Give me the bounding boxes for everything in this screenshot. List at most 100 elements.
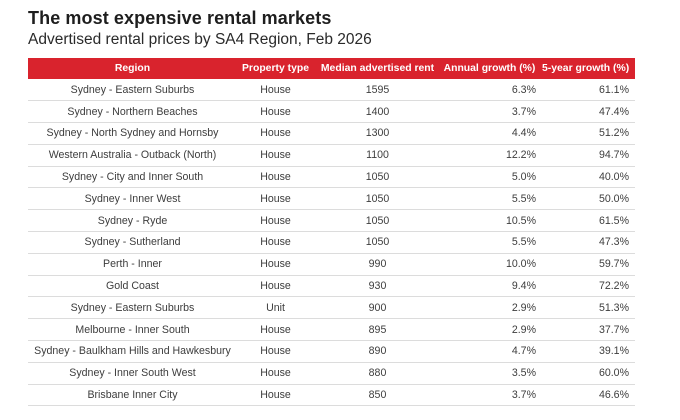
five-year-growth-cell: 94.7% xyxy=(540,144,635,167)
table-row: Perth - Inner House 990 10.0% 59.7% xyxy=(28,253,635,276)
region-cell: Sydney - Baulkham Hills and Hawkesbury xyxy=(28,340,237,363)
median-rent-cell: 880 xyxy=(314,362,441,385)
region-cell: Sydney - Inner West xyxy=(28,187,237,211)
five-year-growth-cell: 47.3% xyxy=(540,231,635,254)
table-row: Sydney - Inner South West House 880 3.5% 60.… xyxy=(28,362,635,385)
median-rent-cell: 1050 xyxy=(314,209,441,233)
five-year-growth-cell: 61.1% xyxy=(540,79,635,102)
five-year-growth-cell: 50.0% xyxy=(540,187,635,211)
annual-growth-cell: 12.2% xyxy=(441,144,540,167)
annual-growth-cell: 5.5% xyxy=(441,187,540,211)
annual-growth-cell: 10.5% xyxy=(441,209,540,233)
region-cell: Melbourne - Inner South xyxy=(28,318,237,342)
table-header: Region Property type Median advertised r… xyxy=(28,58,635,79)
region-cell: Sydney - City and Inner South xyxy=(28,166,237,189)
annual-growth-cell: 2.9% xyxy=(441,296,540,320)
median-rent-cell: 1050 xyxy=(314,166,441,189)
table-row: Sydney - City and Inner South House 1050 5.… xyxy=(28,166,635,189)
five-year-growth-cell: 46.6% xyxy=(540,384,635,407)
annual-growth-cell: 3.7% xyxy=(441,100,540,124)
median-rent-cell: 1595 xyxy=(314,79,441,102)
annual-growth-cell: 10.0% xyxy=(441,253,540,276)
page-subtitle: Advertised rental prices by SA4 Region, … xyxy=(28,31,372,48)
five-year-growth-cell: 40.0% xyxy=(540,166,635,189)
five-year-growth-cell: 60.0% xyxy=(540,362,635,385)
property-type-cell: House xyxy=(237,122,314,145)
five-year-growth-cell: 47.4% xyxy=(540,100,635,124)
region-cell: Sydney - Northern Beaches xyxy=(28,100,237,124)
page-title: The most expensive rental markets xyxy=(28,8,332,28)
annual-growth-cell: 6.3% xyxy=(441,79,540,102)
five-year-growth-cell: 39.1% xyxy=(540,340,635,363)
median-rent-cell: 890 xyxy=(314,340,441,363)
annual-growth-cell: 4.7% xyxy=(441,340,540,363)
property-type-cell: House xyxy=(237,318,314,342)
property-type-cell: House xyxy=(237,144,314,167)
table-row: Sydney - Sutherland House 1050 5.5% 47.3% xyxy=(28,231,635,254)
median-rent-cell: 930 xyxy=(314,275,441,298)
region-cell: Perth - Inner xyxy=(28,253,237,276)
five-year-growth-cell: 51.2% xyxy=(540,122,635,145)
annual-growth-cell: 4.4% xyxy=(441,122,540,145)
annual-growth-cell: 3.5% xyxy=(441,362,540,385)
property-type-cell: House xyxy=(237,253,314,276)
five-year-growth-cell: 61.5% xyxy=(540,209,635,233)
five-year-growth-cell: 72.2% xyxy=(540,275,635,298)
table-row: Sydney - Baulkham Hills and Hawkesbury Ho… xyxy=(28,340,635,363)
median-rent-cell: 1400 xyxy=(314,100,441,124)
property-type-cell: House xyxy=(237,187,314,211)
table-row: Sydney - Eastern Suburbs House 1595 6.3% 61.… xyxy=(28,79,635,102)
column-header-property-type: Property type xyxy=(242,63,309,74)
table-row: Sydney - Inner West House 1050 5.5% 50.0% xyxy=(28,187,635,211)
median-rent-cell: 1050 xyxy=(314,187,441,211)
five-year-growth-cell: 37.7% xyxy=(540,318,635,342)
property-type-cell: Unit xyxy=(237,296,314,320)
median-rent-cell: 990 xyxy=(314,253,441,276)
property-type-cell: House xyxy=(237,100,314,124)
table-row: Sydney - Eastern Suburbs Unit 900 2.9% 51.3% xyxy=(28,296,635,320)
table-row: Sydney - Northern Beaches House 1400 3.7% 47… xyxy=(28,100,635,124)
annual-growth-cell: 2.9% xyxy=(441,318,540,342)
region-cell: Gold Coast xyxy=(28,275,237,298)
region-cell: Sydney - North Sydney and Hornsby xyxy=(28,122,237,145)
table-row: Sydney - Ryde House 1050 10.5% 61.5% xyxy=(28,209,635,233)
table-body: Sydney - Eastern Suburbs House 1595 6.3% 61.… xyxy=(28,79,635,407)
region-cell: Western Australia - Outback (North) xyxy=(28,144,237,167)
median-rent-cell: 1050 xyxy=(314,231,441,254)
median-rent-cell: 1300 xyxy=(314,122,441,145)
annual-growth-cell: 5.0% xyxy=(441,166,540,189)
table-row: Western Australia - Outback (North) House… xyxy=(28,144,635,167)
region-cell: Sydney - Ryde xyxy=(28,209,237,233)
table-row: Sydney - North Sydney and Hornsby House 13… xyxy=(28,122,635,145)
annual-growth-cell: 3.7% xyxy=(441,384,540,407)
annual-growth-cell: 5.5% xyxy=(441,231,540,254)
rental-markets-table: Region Property type Median advertised r… xyxy=(28,58,635,407)
column-header-five-year-growth: 5-year growth (%) xyxy=(542,63,630,74)
column-header-region: Region xyxy=(114,63,151,74)
median-rent-cell: 895 xyxy=(314,318,441,342)
five-year-growth-cell: 59.7% xyxy=(540,253,635,276)
property-type-cell: House xyxy=(237,231,314,254)
property-type-cell: House xyxy=(237,166,314,189)
region-cell: Sydney - Eastern Suburbs xyxy=(28,296,237,320)
median-rent-cell: 900 xyxy=(314,296,441,320)
region-cell: Brisbane Inner City xyxy=(28,384,237,407)
region-cell: Sydney - Inner South West xyxy=(28,362,237,385)
region-cell: Sydney - Eastern Suburbs xyxy=(28,79,237,102)
property-type-cell: House xyxy=(237,340,314,363)
property-type-cell: House xyxy=(237,384,314,407)
property-type-cell: House xyxy=(237,275,314,298)
table-row: Melbourne - Inner South House 895 2.9% 37.7% xyxy=(28,318,635,342)
column-header-median-rent: Median advertised rent xyxy=(320,63,435,74)
region-cell: Sydney - Sutherland xyxy=(28,231,237,254)
median-rent-cell: 850 xyxy=(314,384,441,407)
column-header-annual-growth: Annual growth (%) xyxy=(443,63,536,74)
median-rent-cell: 1100 xyxy=(314,144,441,167)
table-row: Brisbane Inner City House 850 3.7% 46.6% xyxy=(28,384,635,407)
table-row: Gold Coast House 930 9.4% 72.2% xyxy=(28,275,635,298)
property-type-cell: House xyxy=(237,209,314,233)
annual-growth-cell: 9.4% xyxy=(441,275,540,298)
five-year-growth-cell: 51.3% xyxy=(540,296,635,320)
property-type-cell: House xyxy=(237,79,314,102)
